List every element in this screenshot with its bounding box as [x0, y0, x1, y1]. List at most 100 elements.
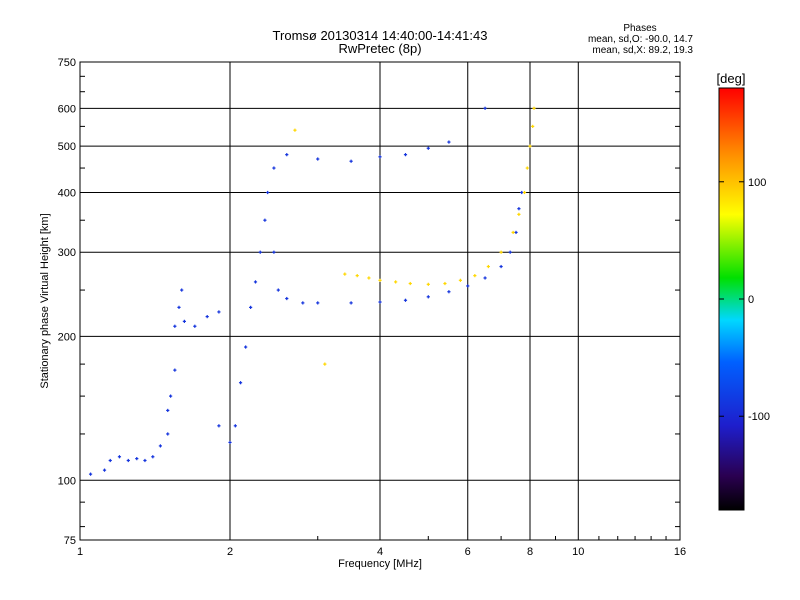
- o-mode-point: [228, 440, 232, 445]
- o-mode-point: [158, 444, 163, 448]
- x-mode-point: [408, 281, 412, 286]
- o-mode-point: [403, 298, 408, 302]
- o-mode-point: [426, 146, 430, 150]
- x-mode-point: [528, 144, 532, 148]
- x-tick-label: 10: [572, 546, 584, 558]
- o-mode-point: [102, 468, 107, 472]
- x-axis-ticks: 1 2 4 6 8 10 16: [77, 536, 686, 558]
- colorbar-tick-label: -100: [748, 411, 770, 423]
- y-tick-label: 500: [58, 141, 76, 153]
- o-mode-point: [88, 472, 93, 476]
- y-tick-label: 200: [58, 331, 76, 343]
- stats-header: Phases: [623, 23, 656, 34]
- o-mode-point: [266, 190, 270, 195]
- o-mode-point: [517, 207, 521, 211]
- o-mode-point: [217, 310, 221, 314]
- o-mode-point: [447, 290, 451, 294]
- o-mode-point: [499, 264, 503, 269]
- colorbar-ticks: 100 0 -100: [719, 177, 770, 423]
- o-mode-point: [143, 458, 147, 463]
- y-tick-label: 400: [58, 187, 76, 199]
- o-mode-point: [244, 345, 248, 349]
- o-mode-point: [193, 324, 197, 328]
- stats-line-x: mean, sd,X: 89.2, 19.3: [592, 45, 693, 56]
- plot-frame: [79, 61, 681, 541]
- colorbar-label: [deg]: [717, 71, 746, 86]
- o-mode-point: [173, 368, 177, 372]
- o-mode-point: [301, 301, 305, 305]
- o-mode-point: [253, 280, 258, 284]
- o-mode-point: [483, 276, 487, 280]
- o-mode-point: [173, 324, 177, 328]
- x-tick-label: 16: [674, 546, 686, 558]
- o-mode-point: [483, 106, 487, 110]
- x-tick-label: 8: [527, 546, 533, 558]
- x-mode-point: [378, 278, 382, 282]
- o-mode-point: [349, 301, 353, 305]
- o-mode-point: [249, 305, 253, 309]
- y-tick-label: 750: [58, 57, 76, 69]
- x-mode-point: [426, 282, 430, 286]
- o-mode-point: [117, 455, 122, 459]
- colorbar-tick-label: 0: [748, 294, 754, 306]
- o-mode-point: [378, 300, 382, 304]
- y-axis-ticks: 75 100 200 300 400 500 600 750: [58, 57, 680, 547]
- x-mode-point: [531, 124, 535, 128]
- grid: [80, 62, 680, 540]
- o-mode-point: [233, 424, 237, 428]
- o-mode-point: [217, 424, 221, 428]
- x-mode-point: [355, 274, 359, 278]
- o-mode-point: [403, 153, 408, 157]
- o-mode-point: [426, 295, 430, 299]
- colorbar-tick-label: 100: [748, 177, 766, 189]
- x-tick-label: 2: [227, 546, 233, 558]
- x-mode-point: [293, 128, 297, 132]
- x-mode-point: [343, 272, 347, 276]
- x-mode-point: [525, 166, 529, 170]
- x-mode-point: [511, 230, 515, 235]
- o-mode-point: [108, 458, 112, 463]
- o-mode-point: [316, 301, 320, 305]
- chart-title: Tromsø 20130314 14:40:00-14:41:43: [273, 28, 488, 43]
- o-mode-point: [520, 190, 524, 195]
- o-mode-point: [508, 250, 512, 254]
- x-tick-label: 6: [465, 546, 471, 558]
- o-mode-point: [285, 153, 289, 157]
- o-mode-point: [238, 381, 243, 385]
- o-mode-point: [166, 408, 170, 413]
- o-mode-point: [276, 288, 280, 292]
- y-axis-label: Stationary phase Virtual Height [km]: [39, 213, 51, 388]
- x-mode-point: [323, 362, 327, 366]
- x-mode-point: [443, 281, 447, 286]
- x-mode-point: [532, 106, 536, 110]
- o-mode-point: [258, 250, 262, 254]
- o-mode-point: [272, 166, 276, 170]
- y-tick-label: 300: [58, 247, 76, 259]
- y-tick-label: 100: [58, 475, 76, 487]
- o-mode-point: [349, 159, 353, 163]
- o-mode-point: [180, 288, 184, 292]
- o-mode-point: [466, 284, 470, 288]
- x-tick-label: 1: [77, 546, 83, 558]
- x-mode-point: [458, 278, 463, 282]
- y-tick-label: 75: [64, 535, 76, 547]
- x-mode-point: [517, 212, 521, 216]
- o-mode-point: [272, 250, 276, 254]
- o-mode-point: [166, 432, 170, 436]
- o-mode-point: [182, 319, 186, 323]
- x-mode-point: [367, 276, 371, 280]
- o-mode-point: [263, 218, 267, 222]
- x-mode-point: [499, 250, 503, 254]
- x-mode-point: [522, 190, 527, 195]
- o-mode-point: [177, 305, 181, 309]
- x-axis-label: Frequency [MHz]: [338, 558, 422, 570]
- o-mode-point: [205, 315, 209, 319]
- x-mode-point: [486, 264, 490, 269]
- o-mode-point: [151, 455, 155, 459]
- o-mode-point: [169, 394, 173, 398]
- o-mode-point: [316, 157, 320, 161]
- y-tick-label: 600: [58, 103, 76, 115]
- data-points: [88, 106, 536, 476]
- x-mode-point: [394, 280, 398, 284]
- o-mode-point: [135, 457, 139, 461]
